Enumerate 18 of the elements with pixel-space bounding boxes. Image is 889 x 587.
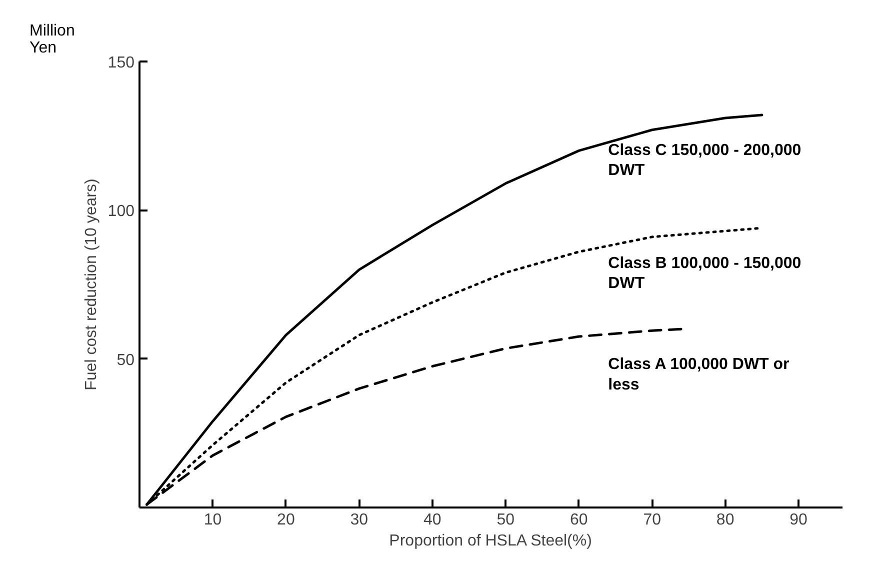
x-tick-label: 90: [790, 512, 808, 528]
x-tick-label: 30: [350, 512, 368, 528]
y-axis-title: Fuel cost reduction (10 years): [82, 178, 100, 390]
x-tick-label: 50: [496, 512, 515, 528]
x-tick-label: 80: [716, 512, 734, 528]
x-axis-title: Proportion of HSLA Steel(%): [389, 532, 592, 550]
x-tick-label: 20: [277, 512, 295, 528]
series-label: Class A 100,000 DWT or less: [608, 356, 790, 394]
text: Million Yen: [30, 22, 75, 56]
series-label: Class C 150,000 - 200,000 DWT: [608, 142, 802, 180]
y-tick-label: 50: [116, 352, 135, 369]
y-tick-label: 100: [108, 203, 135, 220]
x-tick-label: 60: [570, 512, 588, 528]
x-tick-label: 10: [204, 512, 222, 528]
y-tick-label: 150: [108, 54, 135, 72]
series-label: Class B 100,000 - 150,000 DWT: [608, 254, 802, 292]
x-tick-label: 70: [643, 512, 662, 528]
x-tick-label: 40: [424, 512, 442, 528]
